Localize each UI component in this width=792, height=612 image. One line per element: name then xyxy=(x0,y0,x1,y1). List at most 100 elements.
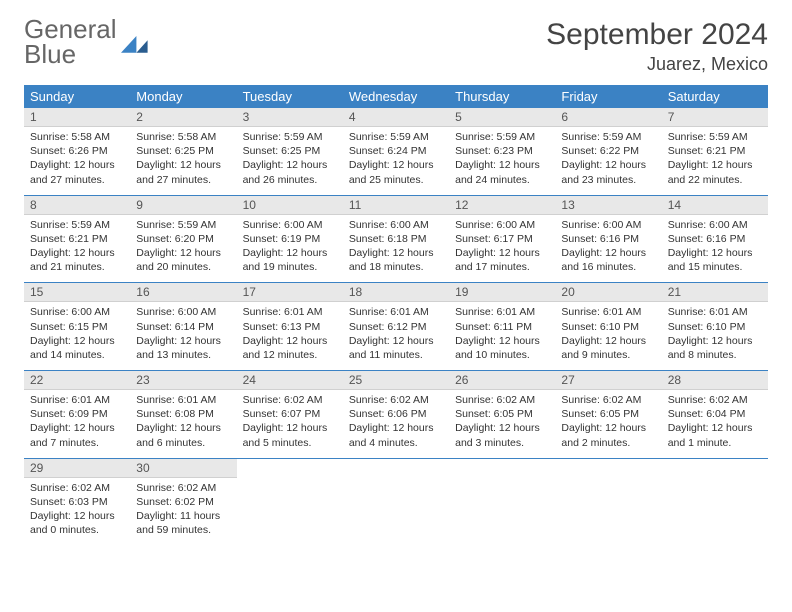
day-number: 10 xyxy=(237,196,343,215)
day-number: 7 xyxy=(662,108,768,127)
day-detail: Sunrise: 6:00 AMSunset: 6:18 PMDaylight:… xyxy=(343,215,449,283)
logo-mark-icon xyxy=(121,33,149,53)
calendar-cell: 7Sunrise: 5:59 AMSunset: 6:21 PMDaylight… xyxy=(662,108,768,195)
weekday-header: Monday xyxy=(130,85,236,108)
calendar-cell: 24Sunrise: 6:02 AMSunset: 6:07 PMDayligh… xyxy=(237,371,343,459)
day-number: 4 xyxy=(343,108,449,127)
calendar-cell: 20Sunrise: 6:01 AMSunset: 6:10 PMDayligh… xyxy=(555,283,661,371)
day-number: 24 xyxy=(237,371,343,390)
calendar-cell: 3Sunrise: 5:59 AMSunset: 6:25 PMDaylight… xyxy=(237,108,343,195)
day-detail: Sunrise: 5:59 AMSunset: 6:25 PMDaylight:… xyxy=(237,127,343,195)
day-detail: Sunrise: 6:02 AMSunset: 6:05 PMDaylight:… xyxy=(555,390,661,458)
day-number: 16 xyxy=(130,283,236,302)
calendar-cell: 19Sunrise: 6:01 AMSunset: 6:11 PMDayligh… xyxy=(449,283,555,371)
month-title: September 2024 xyxy=(546,18,768,52)
day-detail: Sunrise: 6:01 AMSunset: 6:13 PMDaylight:… xyxy=(237,302,343,370)
day-number: 29 xyxy=(24,459,130,478)
calendar-cell: 13Sunrise: 6:00 AMSunset: 6:16 PMDayligh… xyxy=(555,195,661,283)
logo-word2: Blue xyxy=(24,39,76,69)
calendar-cell: 26Sunrise: 6:02 AMSunset: 6:05 PMDayligh… xyxy=(449,371,555,459)
day-number: 27 xyxy=(555,371,661,390)
calendar-head: SundayMondayTuesdayWednesdayThursdayFrid… xyxy=(24,85,768,108)
calendar-cell: .. xyxy=(555,458,661,545)
day-number: 3 xyxy=(237,108,343,127)
calendar-body: 1Sunrise: 5:58 AMSunset: 6:26 PMDaylight… xyxy=(24,108,768,545)
day-number: 8 xyxy=(24,196,130,215)
calendar-cell: 14Sunrise: 6:00 AMSunset: 6:16 PMDayligh… xyxy=(662,195,768,283)
calendar-cell: 22Sunrise: 6:01 AMSunset: 6:09 PMDayligh… xyxy=(24,371,130,459)
weekday-header: Saturday xyxy=(662,85,768,108)
calendar-cell: 23Sunrise: 6:01 AMSunset: 6:08 PMDayligh… xyxy=(130,371,236,459)
calendar-table: SundayMondayTuesdayWednesdayThursdayFrid… xyxy=(24,85,768,545)
day-detail: Sunrise: 5:59 AMSunset: 6:24 PMDaylight:… xyxy=(343,127,449,195)
title-block: September 2024 Juarez, Mexico xyxy=(546,18,768,75)
day-number: 13 xyxy=(555,196,661,215)
calendar-cell: 30Sunrise: 6:02 AMSunset: 6:02 PMDayligh… xyxy=(130,458,236,545)
day-number: 19 xyxy=(449,283,555,302)
calendar-cell: 29Sunrise: 6:02 AMSunset: 6:03 PMDayligh… xyxy=(24,458,130,545)
calendar-cell: 27Sunrise: 6:02 AMSunset: 6:05 PMDayligh… xyxy=(555,371,661,459)
day-number: 21 xyxy=(662,283,768,302)
calendar-cell: 5Sunrise: 5:59 AMSunset: 6:23 PMDaylight… xyxy=(449,108,555,195)
weekday-header: Wednesday xyxy=(343,85,449,108)
day-detail: Sunrise: 6:02 AMSunset: 6:04 PMDaylight:… xyxy=(662,390,768,458)
day-detail: Sunrise: 6:02 AMSunset: 6:03 PMDaylight:… xyxy=(24,478,130,546)
calendar-row: 1Sunrise: 5:58 AMSunset: 6:26 PMDaylight… xyxy=(24,108,768,195)
day-detail: Sunrise: 5:59 AMSunset: 6:21 PMDaylight:… xyxy=(24,215,130,283)
day-detail: Sunrise: 6:00 AMSunset: 6:17 PMDaylight:… xyxy=(449,215,555,283)
calendar-cell: 28Sunrise: 6:02 AMSunset: 6:04 PMDayligh… xyxy=(662,371,768,459)
day-number: 5 xyxy=(449,108,555,127)
day-number: 9 xyxy=(130,196,236,215)
day-detail: Sunrise: 6:00 AMSunset: 6:16 PMDaylight:… xyxy=(555,215,661,283)
day-detail: Sunrise: 6:00 AMSunset: 6:14 PMDaylight:… xyxy=(130,302,236,370)
day-detail: Sunrise: 5:59 AMSunset: 6:23 PMDaylight:… xyxy=(449,127,555,195)
day-detail: Sunrise: 6:01 AMSunset: 6:09 PMDaylight:… xyxy=(24,390,130,458)
day-number: 17 xyxy=(237,283,343,302)
calendar-row: 15Sunrise: 6:00 AMSunset: 6:15 PMDayligh… xyxy=(24,283,768,371)
calendar-cell: 21Sunrise: 6:01 AMSunset: 6:10 PMDayligh… xyxy=(662,283,768,371)
weekday-row: SundayMondayTuesdayWednesdayThursdayFrid… xyxy=(24,85,768,108)
calendar-row: 22Sunrise: 6:01 AMSunset: 6:09 PMDayligh… xyxy=(24,371,768,459)
header: General Blue September 2024 Juarez, Mexi… xyxy=(24,18,768,75)
weekday-header: Friday xyxy=(555,85,661,108)
day-detail: Sunrise: 5:59 AMSunset: 6:22 PMDaylight:… xyxy=(555,127,661,195)
day-number: 18 xyxy=(343,283,449,302)
calendar-cell: 6Sunrise: 5:59 AMSunset: 6:22 PMDaylight… xyxy=(555,108,661,195)
day-detail: Sunrise: 6:01 AMSunset: 6:10 PMDaylight:… xyxy=(662,302,768,370)
weekday-header: Thursday xyxy=(449,85,555,108)
day-number: 28 xyxy=(662,371,768,390)
day-number: 1 xyxy=(24,108,130,127)
calendar-cell: 9Sunrise: 5:59 AMSunset: 6:20 PMDaylight… xyxy=(130,195,236,283)
weekday-header: Sunday xyxy=(24,85,130,108)
day-detail: Sunrise: 6:01 AMSunset: 6:08 PMDaylight:… xyxy=(130,390,236,458)
day-detail: Sunrise: 6:00 AMSunset: 6:16 PMDaylight:… xyxy=(662,215,768,283)
calendar-cell: .. xyxy=(662,458,768,545)
logo: General Blue xyxy=(24,18,149,68)
calendar-cell: .. xyxy=(343,458,449,545)
calendar-cell: .. xyxy=(237,458,343,545)
calendar-cell: .. xyxy=(449,458,555,545)
day-detail: Sunrise: 6:00 AMSunset: 6:19 PMDaylight:… xyxy=(237,215,343,283)
day-number: 30 xyxy=(130,459,236,478)
day-detail: Sunrise: 6:00 AMSunset: 6:15 PMDaylight:… xyxy=(24,302,130,370)
day-detail: Sunrise: 6:02 AMSunset: 6:06 PMDaylight:… xyxy=(343,390,449,458)
day-detail: Sunrise: 6:01 AMSunset: 6:12 PMDaylight:… xyxy=(343,302,449,370)
calendar-cell: 10Sunrise: 6:00 AMSunset: 6:19 PMDayligh… xyxy=(237,195,343,283)
calendar-cell: 8Sunrise: 5:59 AMSunset: 6:21 PMDaylight… xyxy=(24,195,130,283)
day-detail: Sunrise: 6:02 AMSunset: 6:07 PMDaylight:… xyxy=(237,390,343,458)
day-detail: Sunrise: 6:02 AMSunset: 6:05 PMDaylight:… xyxy=(449,390,555,458)
day-number: 6 xyxy=(555,108,661,127)
calendar-cell: 17Sunrise: 6:01 AMSunset: 6:13 PMDayligh… xyxy=(237,283,343,371)
calendar-cell: 18Sunrise: 6:01 AMSunset: 6:12 PMDayligh… xyxy=(343,283,449,371)
day-detail: Sunrise: 5:58 AMSunset: 6:26 PMDaylight:… xyxy=(24,127,130,195)
calendar-row: 29Sunrise: 6:02 AMSunset: 6:03 PMDayligh… xyxy=(24,458,768,545)
calendar-cell: 1Sunrise: 5:58 AMSunset: 6:26 PMDaylight… xyxy=(24,108,130,195)
day-detail: Sunrise: 6:01 AMSunset: 6:10 PMDaylight:… xyxy=(555,302,661,370)
logo-text: General Blue xyxy=(24,18,117,68)
calendar-cell: 16Sunrise: 6:00 AMSunset: 6:14 PMDayligh… xyxy=(130,283,236,371)
calendar-cell: 15Sunrise: 6:00 AMSunset: 6:15 PMDayligh… xyxy=(24,283,130,371)
day-number: 23 xyxy=(130,371,236,390)
day-number: 22 xyxy=(24,371,130,390)
day-detail: Sunrise: 5:59 AMSunset: 6:21 PMDaylight:… xyxy=(662,127,768,195)
day-detail: Sunrise: 6:01 AMSunset: 6:11 PMDaylight:… xyxy=(449,302,555,370)
